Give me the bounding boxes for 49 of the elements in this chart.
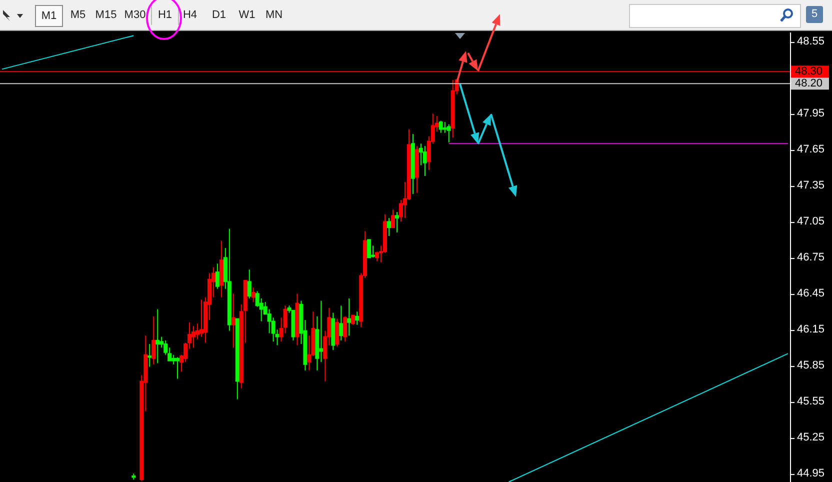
candlestick [247,269,252,299]
y-tick-label: 46.15 [797,324,825,336]
candlestick [319,300,324,362]
candlestick [446,124,451,143]
y-tick-label: 47.65 [797,144,825,156]
text: H4 [182,8,198,23]
candlestick [148,344,152,368]
candlestick [335,318,340,347]
candlestick [343,316,348,342]
ref-line-label: 48.20 [795,78,823,90]
candlestick [438,120,443,134]
candlestick [367,239,372,258]
y-tick-label: 47.05 [797,216,825,228]
text: H1 [151,5,179,25]
candlestick [387,218,392,236]
y-tick-label: 48.55 [797,36,825,48]
text: M30 [123,8,147,23]
candlestick [172,354,176,365]
y-tick-label: 46.45 [797,288,825,300]
text: M15 [94,8,118,23]
text: MN [264,8,284,23]
y-tick-label: 47.35 [797,180,825,192]
y-tick-label: 44.95 [797,468,825,480]
y-tick-label: 45.55 [797,396,825,408]
candlestick [351,314,356,326]
text: M1 [35,5,63,27]
text: M5 [69,8,87,23]
text: W1 [238,8,256,23]
candlestick [231,293,236,348]
candlestick [339,305,344,341]
y-tick-label: 47.95 [797,108,825,120]
candlestick [391,209,396,228]
candlestick [394,212,399,233]
y-tick-label: 45.85 [797,360,825,372]
candlestick [347,298,352,336]
candlestick [355,311,360,326]
candlestick [156,308,160,364]
candlestick [442,122,447,134]
text: D1 [210,8,228,23]
speech-bubble-icon: 5 [806,6,823,23]
y-tick-label: 46.75 [797,252,825,264]
y-tick-label: 45.25 [797,432,825,444]
candlestick [192,326,196,348]
candlestick [422,146,427,176]
candlestick [215,263,220,290]
ref-line-label: 48.30 [795,66,823,78]
candlestick [176,356,180,380]
candlestick [251,287,256,302]
candlestick [152,316,156,365]
